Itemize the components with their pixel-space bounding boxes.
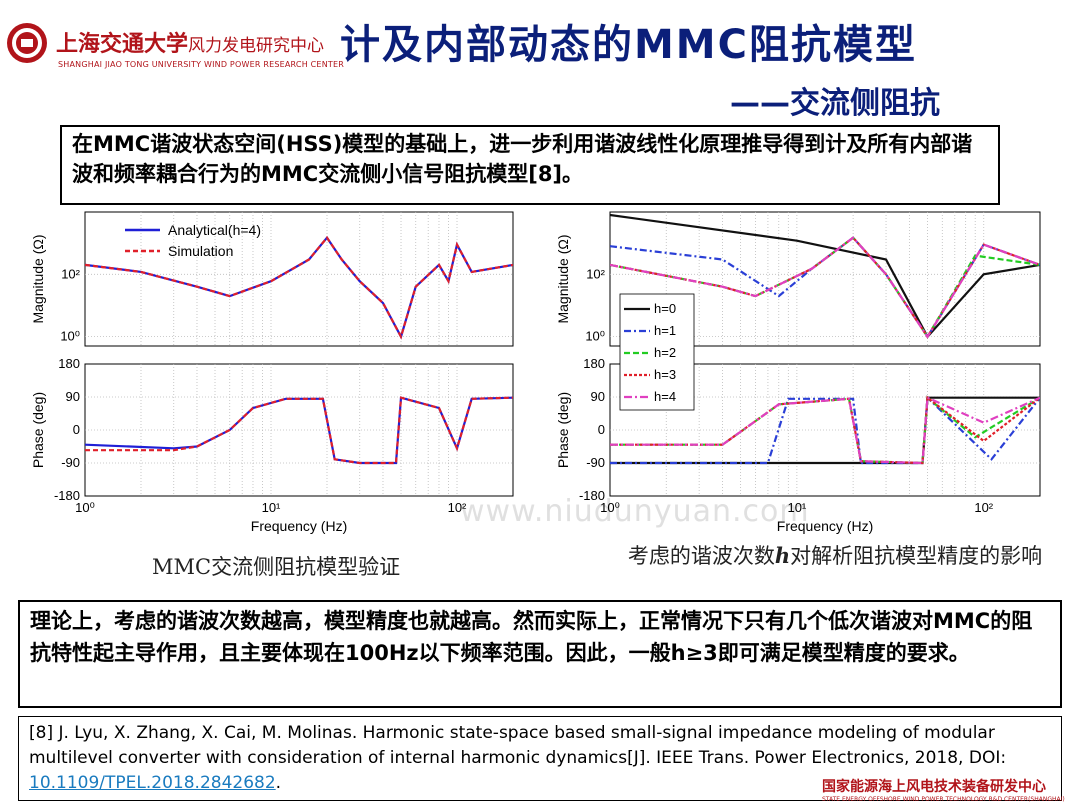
- x-tick-label: 10²: [974, 500, 993, 515]
- series-line-h-4: [610, 236, 1040, 339]
- x-axis-label: Frequency (Hz): [777, 518, 873, 534]
- series-line-h-1: [610, 395, 1040, 465]
- logo-english-name: SHANGHAI JIAO TONG UNIVERSITY WIND POWER…: [58, 60, 344, 69]
- y-tick-label: 10⁰: [60, 329, 80, 344]
- x-tick-label: 10¹: [787, 500, 806, 515]
- series-line-simulation: [85, 235, 513, 340]
- right-figure-caption: 考虑的谐波次数h对解析阻抗模型精度的影响: [627, 543, 1043, 568]
- slide-title: 计及内部动态的MMC阻抗模型: [340, 22, 917, 68]
- y-tick-label: 90: [591, 389, 605, 404]
- footer-center-english: STATE ENERGY OFFSHORE WIND POWER TECHNOL…: [822, 796, 1065, 803]
- logo-chinese-name: 上海交通大学风力发电研究中心: [56, 31, 325, 57]
- x-tick-label: 10¹: [262, 500, 281, 515]
- y-tick-label: -180: [54, 488, 80, 503]
- slide-subtitle: ——交流侧阻抗: [730, 86, 940, 121]
- y-axis-label: Magnitude (Ω): [30, 234, 46, 323]
- plot-area: [84, 211, 514, 347]
- series-line-simulation: [85, 396, 513, 465]
- y-axis-label: Magnitude (Ω): [555, 234, 571, 323]
- y-tick-label: -180: [579, 488, 605, 503]
- doi-link[interactable]: 10.1109/TPEL.2018.2842682: [29, 773, 276, 793]
- y-axis-label: Phase (deg): [555, 392, 571, 468]
- y-axis-label: Phase (deg): [30, 392, 46, 468]
- legend-box: [619, 293, 695, 411]
- watermark: www.niudunyuan.com: [460, 494, 810, 529]
- series-line-h-0: [610, 213, 1040, 339]
- y-tick-label: 180: [58, 356, 80, 371]
- legend-label: h=4: [654, 389, 676, 404]
- left-figure-caption: MMC交流侧阻抗模型验证: [152, 555, 401, 579]
- y-tick-label: -90: [586, 455, 605, 470]
- y-tick-label: 0: [73, 422, 80, 437]
- legend-label: h=1: [654, 323, 676, 338]
- x-tick-label: 10⁰: [600, 500, 620, 515]
- y-tick-label: -90: [61, 455, 80, 470]
- reference-box: [8] J. Lyu, X. Zhang, X. Cai, M. Molinas…: [18, 716, 1062, 801]
- legend-label: h=3: [654, 367, 676, 382]
- legend-label: h=0: [654, 301, 676, 316]
- legend-label: Analytical(h=4): [168, 222, 261, 238]
- x-tick-label: 10⁰: [75, 500, 95, 515]
- conclusion-box: 理论上，考虑的谐波次数越高，模型精度也就越高。然而实际上，正常情况下只有几个低次…: [18, 600, 1062, 708]
- y-tick-label: 10⁰: [585, 329, 605, 344]
- footer-center-name: 国家能源海上风电技术装备研发中心: [822, 779, 1046, 795]
- y-tick-label: 0: [598, 422, 605, 437]
- legend-label: h=2: [654, 345, 676, 360]
- y-tick-label: 10²: [586, 266, 605, 281]
- intro-box: 在MMC谐波状态空间(HSS)模型的基础上，进一步利用谐波线性化原理推导得到计及…: [60, 125, 1000, 205]
- left-magnitude-panel: 10² 10⁰ Magnitude (Ω) Analytical(h=4) Simula…: [30, 211, 514, 347]
- series-line-h-3: [610, 236, 1040, 339]
- legend-label: Simulation: [168, 243, 233, 259]
- y-tick-label: 90: [66, 389, 80, 404]
- reference-text: [8] J. Lyu, X. Zhang, X. Cai, M. Molinas…: [29, 723, 1007, 768]
- series-line-h-4: [610, 396, 1040, 465]
- y-tick-label: 180: [583, 356, 605, 371]
- y-tick-label: 10²: [61, 266, 80, 281]
- x-tick-label: 10²: [448, 500, 467, 515]
- university-seal-icon: [7, 23, 47, 63]
- x-axis-label: Frequency (Hz): [251, 518, 347, 534]
- left-impedance-chart: 10² 10⁰ Magnitude (Ω) Analytical(h=4) Simula…: [30, 211, 514, 534]
